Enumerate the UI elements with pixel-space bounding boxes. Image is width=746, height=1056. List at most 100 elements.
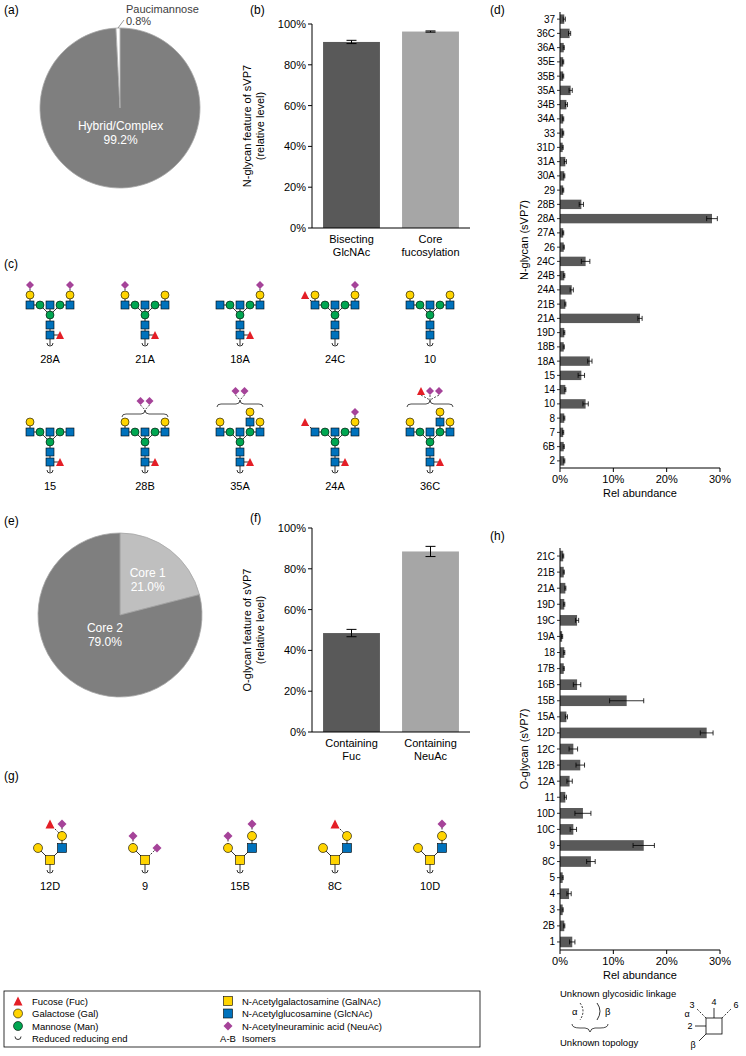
- error-bar: [569, 88, 572, 93]
- tick: [720, 950, 721, 954]
- category-label: 12D: [537, 727, 555, 738]
- bar: [560, 413, 564, 422]
- error-cap: [565, 17, 566, 22]
- error-cap: [563, 344, 564, 349]
- error-cap: [347, 629, 357, 630]
- error-cap: [569, 939, 570, 944]
- glycan-symbol: [321, 428, 329, 436]
- bar: [402, 32, 459, 228]
- glycan-symbol: [141, 428, 149, 436]
- label-line: GlcNAc: [333, 246, 371, 258]
- category-tick: [557, 572, 560, 573]
- glycan-structure: [129, 832, 162, 874]
- error-line: [588, 361, 592, 362]
- tick-label: 30%: [709, 955, 731, 967]
- category-label: 30A: [537, 170, 555, 181]
- error-bar: [567, 891, 571, 896]
- anomer-label: β: [690, 1040, 695, 1050]
- glycan-symbol: [331, 428, 339, 436]
- glycan-symbol: [436, 428, 444, 436]
- bar: [560, 157, 565, 166]
- slice-label: Core 2: [87, 621, 123, 635]
- glycan-symbol: [319, 844, 328, 853]
- linkage-line: [722, 1009, 731, 1018]
- category-tick: [557, 446, 560, 447]
- error-bar: [700, 730, 713, 735]
- structure-panel: (g)12D915B8C10D: [4, 769, 447, 892]
- error-bar: [564, 273, 565, 278]
- glycan-symbol: [236, 458, 244, 466]
- glycan-symbol: [236, 311, 244, 319]
- error-bar: [562, 634, 563, 639]
- panel-letter: (c): [4, 257, 18, 271]
- error-cap: [565, 586, 566, 591]
- glycan-symbol: [446, 301, 454, 309]
- glycan-symbol: [246, 418, 254, 426]
- glycan-symbol: [141, 301, 149, 309]
- glycan-symbol: [151, 428, 159, 436]
- error-line: [567, 893, 571, 894]
- error-cap: [564, 245, 565, 250]
- legend: Fucose (Fuc)Galactose (Gal)Mannose (Man)…: [4, 991, 480, 1047]
- glycan-symbol: [436, 301, 444, 309]
- linkage-example: [580, 1003, 583, 1020]
- glycan-symbol: [426, 387, 434, 395]
- label-line: Bisecting: [329, 233, 374, 245]
- anomer-label: β: [605, 1006, 611, 1017]
- glycan-symbol: [141, 321, 149, 329]
- glycan-symbol: [141, 458, 149, 466]
- legend-label: Fucose (Fuc): [32, 996, 88, 1007]
- structure-label: 10D: [420, 880, 440, 892]
- glycan-symbol: [436, 418, 444, 426]
- pie-slice: [40, 28, 200, 188]
- structure-label: 15B: [230, 880, 250, 892]
- error-bar: [562, 907, 563, 912]
- slice-label: Hybrid/Complex: [78, 119, 163, 133]
- glycan-symbol: [58, 844, 67, 853]
- error-cap: [562, 188, 563, 193]
- error-cap: [564, 159, 565, 164]
- glycan-structure: [301, 281, 359, 346]
- glycan-symbol: [142, 470, 148, 473]
- bar: [560, 599, 564, 610]
- error-bar: [563, 17, 565, 22]
- category-tick: [557, 304, 560, 305]
- panel-letter: (b): [250, 3, 265, 17]
- error-line: [610, 700, 644, 701]
- category-tick: [557, 749, 560, 750]
- glycan-symbol: [246, 301, 254, 309]
- category-tick: [557, 797, 560, 798]
- glycan-symbol: [446, 428, 454, 436]
- category-tick: [557, 161, 560, 162]
- slice-label: Paucimannose: [126, 3, 199, 15]
- glycan-symbol: [26, 301, 34, 309]
- error-cap: [563, 245, 564, 250]
- glycan-symbol: [311, 301, 319, 309]
- position-label: 4: [711, 997, 716, 1007]
- glycan-symbol: [14, 997, 23, 1006]
- glycan-symbol: [351, 418, 359, 426]
- glycan-symbol: [311, 428, 319, 436]
- tick: [308, 228, 312, 229]
- bar: [560, 171, 564, 180]
- linkage-example: [597, 1003, 600, 1020]
- error-bar: [564, 923, 565, 928]
- error-line: [570, 829, 576, 830]
- category-tick: [557, 47, 560, 48]
- glycan-symbol: [406, 301, 414, 309]
- glycan-symbol: [427, 870, 433, 873]
- category-tick: [557, 232, 560, 233]
- glycan-symbol: [47, 870, 53, 873]
- category-tick: [557, 218, 560, 219]
- glycan-symbol: [436, 458, 444, 466]
- glycan-structure: [406, 387, 454, 473]
- glycan-symbol: [151, 458, 159, 466]
- error-cap: [563, 458, 564, 463]
- glycan-symbol: [46, 331, 54, 339]
- glycan-linkage: [236, 395, 241, 400]
- error-cap: [563, 145, 564, 150]
- error-bar: [569, 747, 578, 752]
- glycan-symbol: [331, 458, 339, 466]
- category-tick: [557, 147, 560, 148]
- error-cap: [563, 330, 564, 335]
